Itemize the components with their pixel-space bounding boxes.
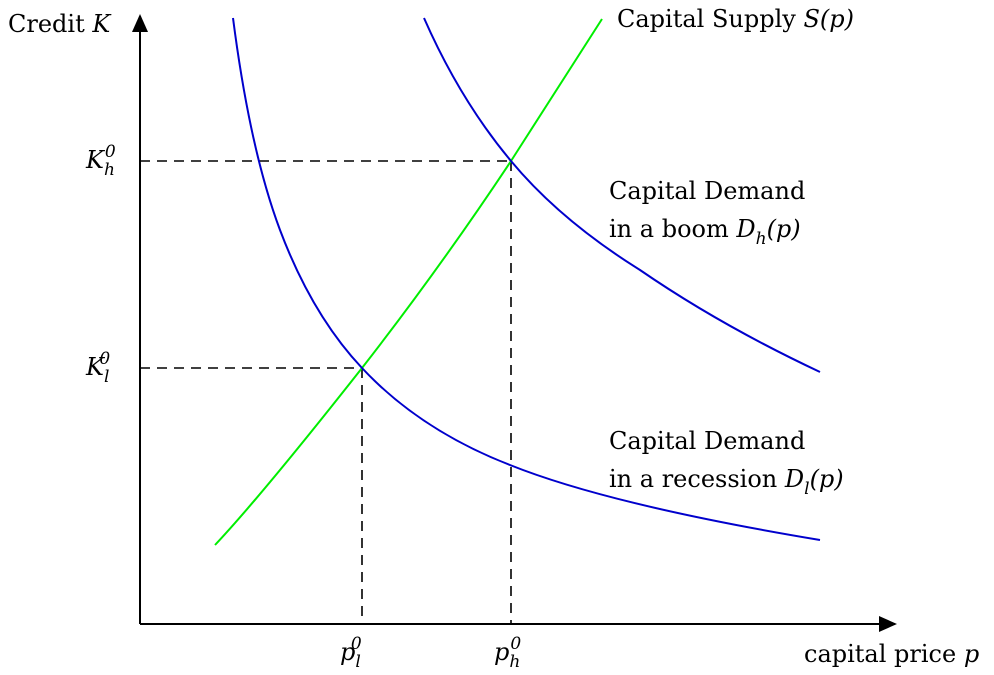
y-axis-label: Credit K [8, 10, 112, 38]
ph-label: ph0 [494, 634, 521, 672]
demand-recession-label: Capital Demand in a recession Dl(p) [609, 427, 844, 499]
demand-recession-func-label: Dl(p) [784, 465, 844, 499]
demand-boom-func-label: Dh(p) [735, 215, 800, 249]
demand-boom-curve [423, 17, 821, 373]
x-axis-label: capital price p [804, 640, 979, 668]
kl-label: Kl0 [85, 349, 110, 387]
supply-curve [214, 18, 603, 546]
supply-label: Capital Supply S(p) [617, 5, 854, 33]
kh-label: Kh0 [85, 142, 116, 180]
demand-boom-label: Capital Demand in a boom Dh(p) [609, 177, 813, 249]
supply-func-label: S(p) [803, 5, 854, 33]
demand-recession-curve [232, 17, 821, 541]
pl-label: pl0 [340, 634, 362, 672]
